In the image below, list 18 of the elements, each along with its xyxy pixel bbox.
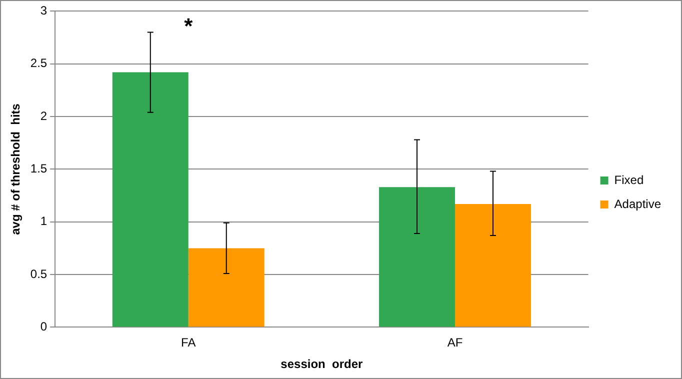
y-tick-label: 2.5 bbox=[30, 56, 48, 70]
x-axis-title: session order bbox=[280, 357, 364, 372]
bar bbox=[188, 248, 264, 327]
x-tick-label: FA bbox=[181, 336, 196, 350]
y-tick-label: 0 bbox=[40, 320, 48, 334]
y-tick-label: 1.5 bbox=[30, 162, 48, 176]
y-tick-label: 3 bbox=[40, 4, 48, 18]
y-tick-label: 1 bbox=[40, 214, 48, 228]
y-tick-label: 2 bbox=[40, 108, 48, 123]
bar bbox=[379, 187, 455, 327]
annotation: * bbox=[184, 13, 194, 38]
bar bbox=[112, 72, 188, 327]
y-axis-title: avg # of threshold hits bbox=[8, 103, 23, 235]
x-tick-label: AF bbox=[447, 336, 463, 350]
legend-label: Adaptive bbox=[614, 196, 662, 211]
legend-label: Fixed bbox=[614, 172, 644, 187]
y-tick-label: 0.5 bbox=[30, 266, 48, 281]
bar bbox=[454, 204, 531, 327]
